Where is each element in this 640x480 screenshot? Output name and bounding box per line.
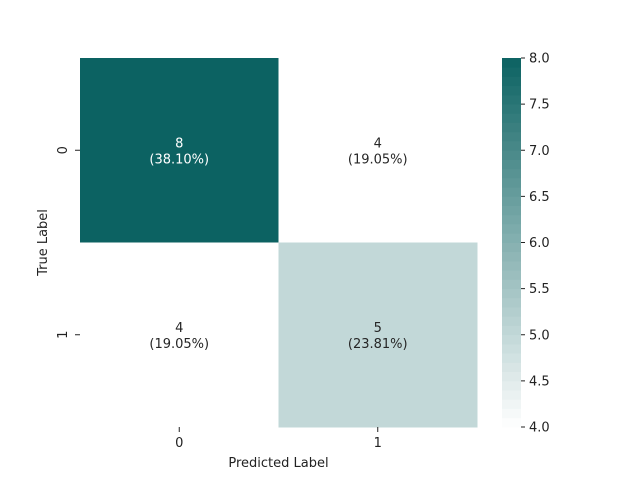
colorbar-segment — [502, 177, 521, 188]
colorbar-tick-label: 8.0 — [529, 52, 550, 67]
colorbar-segment — [502, 168, 521, 179]
cell-percent-label: (23.81%) — [348, 337, 408, 352]
colorbar-segment — [502, 399, 521, 409]
colorbar-segment — [502, 371, 521, 382]
colorbar-segment — [502, 224, 521, 234]
colorbar-segment — [502, 353, 521, 363]
colorbar-segment — [502, 343, 521, 354]
heatmap-cells — [80, 58, 478, 428]
colorbar-segment — [502, 242, 521, 253]
cell-count-label: 5 — [374, 321, 382, 336]
colorbar-segment — [502, 288, 521, 299]
colorbar-segment — [502, 316, 521, 326]
colorbar-segment — [502, 417, 521, 428]
colorbar-segment — [502, 187, 521, 197]
colorbar: 4.0 4.5 5.0 5.5 6.0 6.5 7.0 7.5 8.0 — [502, 52, 550, 436]
colorbar-segment — [502, 325, 521, 336]
colorbar-segment — [502, 141, 521, 151]
colorbar-tick-label: 6.5 — [529, 190, 550, 205]
heatmap-cell — [278, 242, 478, 428]
colorbar-segment — [502, 279, 521, 290]
colorbar-segment — [502, 390, 521, 400]
cell-count-label: 8 — [175, 136, 183, 151]
colorbar-segment — [502, 150, 521, 160]
y-tick-label: 1 — [56, 331, 71, 339]
heatmap-cell — [278, 58, 478, 243]
x-tick-label: 1 — [374, 436, 382, 451]
colorbar-segment — [502, 85, 521, 96]
colorbar-tick-label: 7.0 — [529, 144, 550, 159]
y-axis-label: True Label — [36, 209, 51, 277]
cell-percent-label: (19.05%) — [348, 152, 408, 167]
cell-annotations: 8(38.10%)4(19.05%)4(19.05%)5(23.81%) — [149, 136, 407, 352]
colorbar-segment — [502, 270, 521, 280]
colorbar-segment — [502, 307, 521, 317]
x-tick-label: 0 — [175, 436, 183, 451]
colorbar-tick-label: 7.5 — [529, 98, 550, 113]
colorbar-segment — [502, 214, 521, 225]
colorbar-segment — [502, 205, 521, 216]
heatmap-cell — [80, 58, 279, 243]
y-axis: 01 — [56, 146, 80, 339]
x-axis-label: Predicted Label — [228, 456, 328, 471]
colorbar-segment — [502, 67, 521, 77]
colorbar-tick-label: 5.5 — [529, 282, 550, 297]
colorbar-segment — [502, 233, 521, 243]
heatmap-cell — [80, 242, 279, 428]
colorbar-segment — [502, 113, 521, 123]
colorbar-segment — [502, 260, 521, 271]
colorbar-segment — [502, 58, 521, 68]
colorbar-segment — [502, 104, 521, 114]
colorbar-segment — [502, 131, 521, 142]
colorbar-segment — [502, 76, 521, 87]
cell-count-label: 4 — [175, 321, 183, 336]
colorbar-segment — [502, 380, 521, 391]
cell-count-label: 4 — [374, 136, 382, 151]
colorbar-tick-label: 4.5 — [529, 374, 550, 389]
colorbar-segment — [502, 94, 521, 105]
colorbar-tick-label: 6.0 — [529, 236, 550, 251]
colorbar-segment — [502, 362, 521, 373]
colorbar-tick-label: 4.0 — [529, 421, 550, 436]
colorbar-segment — [502, 408, 521, 419]
colorbar-segment — [502, 122, 521, 133]
colorbar-tick-label: 5.0 — [529, 328, 550, 343]
cell-percent-label: (19.05%) — [149, 337, 209, 352]
colorbar-segment — [502, 297, 521, 308]
colorbar-segment — [502, 196, 521, 206]
colorbar-segment — [502, 159, 521, 170]
colorbar-segment — [502, 334, 521, 345]
cell-percent-label: (38.10%) — [149, 152, 209, 167]
colorbar-segment — [502, 251, 521, 262]
y-tick-label: 0 — [56, 146, 71, 154]
